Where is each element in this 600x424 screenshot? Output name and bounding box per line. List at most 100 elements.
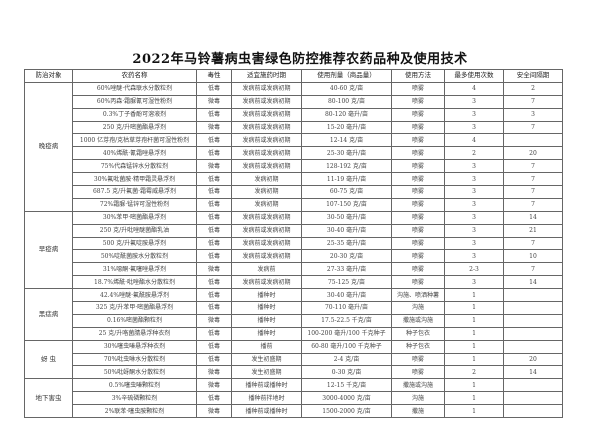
table-cell: 发病前或发病初期 — [231, 236, 302, 251]
table-cell: 低毒 — [196, 133, 232, 148]
table-cell: 4 — [444, 133, 504, 148]
table-cell: 沟施 — [391, 301, 445, 315]
table-cell: 10 — [503, 249, 563, 264]
table-cell: 4 — [444, 81, 504, 96]
table-cell: 3 — [444, 120, 504, 135]
table-cell: 发生初盛期 — [231, 352, 302, 367]
table-cell: 低毒 — [196, 146, 232, 161]
column-header: 最多使用次数 — [444, 69, 504, 83]
table-cell: 2-3 — [444, 262, 504, 277]
table-cell: 发病前或发病初期 — [231, 146, 302, 161]
table-cell: 7 — [503, 120, 563, 135]
table-cell: 喷雾 — [391, 352, 445, 367]
table-cell: 1 — [444, 301, 504, 315]
table-cell: 30-40 毫升/亩 — [301, 288, 392, 303]
table-cell: 0.16%嘧菌酯颗粒剂 — [72, 313, 197, 328]
table-cell: 20-30 克/亩 — [301, 249, 392, 264]
table-cell: 80-100 克/亩 — [301, 94, 392, 109]
table-cell: 50%吡蚜酮水分散粒剂 — [72, 365, 197, 380]
table-cell: 喷雾 — [391, 133, 445, 148]
table-cell: 250 克/升嘧菌酯悬浮剂 — [72, 120, 197, 135]
table-cell: 喷雾 — [391, 262, 445, 277]
table-cell: 1 — [444, 313, 504, 328]
table-cell: 70-110 毫升/亩 — [301, 301, 392, 315]
table-row: 50%吡蚜酮水分散粒剂 微毒 发生初盛期 0-30 克/亩 喷雾 2 14 — [25, 365, 563, 380]
table-row: 60%丙森·霜脲氰可湿性粉剂 微毒 发病前或发病初期 80-100 克/亩 喷雾 3 7 — [25, 94, 563, 109]
table-cell: 25-35 毫升/亩 — [301, 236, 392, 251]
table-row: 0.16%嘧菌酯颗粒剂 微毒 播种时 17.5-22.5 千克/亩 撒施或沟施 1 — [25, 313, 563, 328]
table-cell: 沟施 — [391, 391, 445, 406]
table-cell: 播种前或播种时 — [231, 378, 302, 393]
table-row: 31%噁酮·氟噻唑悬浮剂 微毒 发病前 27-33 毫升/亩 喷雾 2-3 7 — [25, 262, 563, 277]
table-cell: 喷雾 — [391, 172, 445, 187]
table-cell: 低毒 — [196, 288, 232, 303]
table-cell: 3 — [444, 172, 504, 187]
column-header: 防治对象 — [24, 69, 73, 83]
table-row: 250 克/升嘧菌酯悬浮剂 微毒 发病前或发病初期 15-20 毫升/亩 喷雾 3 7 — [25, 120, 563, 135]
table-cell: 喷雾 — [391, 223, 445, 238]
table-cell: 低毒 — [196, 223, 232, 238]
table-cell: 14 — [503, 210, 563, 225]
table-cell: 播种时 — [231, 288, 302, 303]
table-cell: 发病初期 — [231, 185, 302, 199]
table-cell: 微毒 — [196, 365, 232, 380]
table-cell: 1 — [444, 339, 504, 354]
table-cell: 喷雾 — [391, 210, 445, 225]
table-cell — [503, 339, 563, 354]
table-row: 0.3%丁子香酚可溶液剂 低毒 发病前或发病初期 80-120 毫升/亩 喷雾 3 3 — [25, 107, 563, 122]
table-cell: 低毒 — [196, 275, 232, 290]
table-cell: 喷雾 — [391, 107, 445, 122]
table-cell: 27-33 毫升/亩 — [301, 262, 392, 277]
table-cell: 107-150 克/亩 — [301, 197, 392, 212]
column-header: 农药名称 — [72, 69, 197, 83]
table-cell: 7 — [503, 262, 563, 277]
table-row: 18.7%烯酰·吡唑酯水分散粒剂 低毒 发病前或发病初期 75-125 克/亩 喷雾 3 1… — [25, 275, 563, 290]
column-header: 适宜施药时期 — [231, 69, 302, 83]
table-cell: 低毒 — [196, 352, 232, 367]
table-cell: 12-15 千克/亩 — [301, 378, 392, 393]
table-cell: 喷雾 — [391, 185, 445, 199]
target-cell: 晚疫病 — [24, 81, 73, 212]
table-cell: 喷雾 — [391, 249, 445, 264]
table-cell: 0.3%丁子香酚可溶液剂 — [72, 107, 197, 122]
table-cell: 70%吡虫啉水分散粒剂 — [72, 352, 197, 367]
table-cell: 30%噻虫嗪悬浮种衣剂 — [72, 339, 197, 354]
table-cell: 1 — [444, 352, 504, 367]
table-cell: 7 — [503, 94, 563, 109]
table-cell: 低毒 — [196, 210, 232, 225]
target-cell: 地下害虫 — [24, 378, 73, 419]
table-cell: 播前 — [231, 339, 302, 354]
table-cell: 0-30 克/亩 — [301, 365, 392, 380]
table-cell: 18.7%烯酰·吡唑酯水分散粒剂 — [72, 275, 197, 290]
table-cell: 42.4%唑醚·氟酰胺悬浮剂 — [72, 288, 197, 303]
table-row: 687.5 克/升氟菌·霜霉威悬浮剂 低毒 发病初期 60-75 克/亩 喷雾 3 7 — [25, 185, 563, 199]
table-cell: 1 — [444, 378, 504, 393]
table-cell: 播种时 — [231, 301, 302, 315]
table-cell: 80-120 毫升/亩 — [301, 107, 392, 122]
table-cell: 低毒 — [196, 391, 232, 406]
table-cell: 播种前拌地时 — [231, 391, 302, 406]
table-cell: 微毒 — [196, 378, 232, 393]
table-cell: 微毒 — [196, 313, 232, 328]
table-cell: 3 — [444, 197, 504, 212]
table-cell: 发病前或发病初期 — [231, 210, 302, 225]
table-cell: 发病初期 — [231, 197, 302, 212]
table-row: 72%霜脲·锰锌可湿性粉剂 低毒 发病初期 107-150 克/亩 喷雾 3 7 — [25, 197, 563, 212]
table-cell: 15-20 毫升/亩 — [301, 120, 392, 135]
column-header: 毒性 — [196, 69, 232, 83]
table-cell: 喷雾 — [391, 146, 445, 161]
table-cell: 低毒 — [196, 81, 232, 96]
target-cell: 黑痣病 — [24, 288, 73, 341]
table-cell: 喷雾 — [391, 120, 445, 135]
table-cell: 播种时 — [231, 313, 302, 328]
table-cell: 1500-2000 克/亩 — [301, 404, 392, 419]
table-cell: 发病初期 — [231, 172, 302, 187]
table-cell: 3 — [444, 185, 504, 199]
table-cell: 喷雾 — [391, 159, 445, 174]
table-cell: 微毒 — [196, 262, 232, 277]
table-cell: 低毒 — [196, 301, 232, 315]
table-cell: 低毒 — [196, 107, 232, 122]
table-cell: 21 — [503, 223, 563, 238]
table-cell: 喷雾 — [391, 94, 445, 109]
table-cell: 40%烯酰·氰霜唑悬浮剂 — [72, 146, 197, 161]
